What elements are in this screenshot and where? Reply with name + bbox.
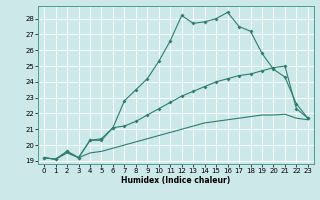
X-axis label: Humidex (Indice chaleur): Humidex (Indice chaleur) (121, 176, 231, 185)
